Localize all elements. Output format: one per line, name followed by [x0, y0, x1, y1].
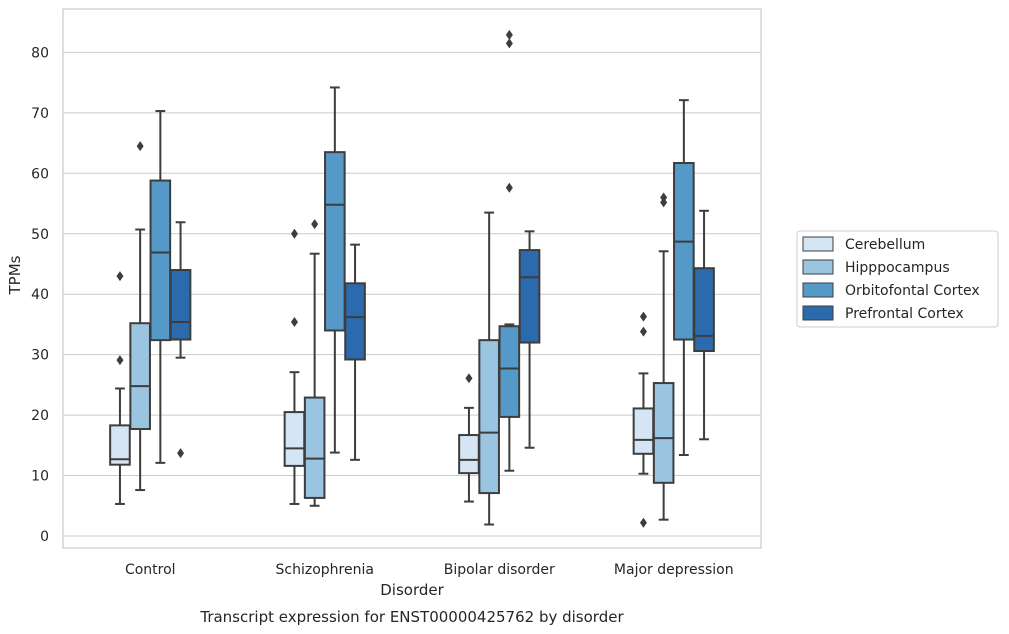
outlier-point: [290, 228, 298, 239]
box-iqr: [632, 407, 655, 455]
y-axis-title: TPMs: [6, 255, 24, 295]
outlier-point: [505, 182, 513, 193]
box-hipppocampus: [129, 141, 151, 492]
box-iqr: [169, 269, 192, 341]
box-orbitofontal-cortex: [149, 110, 172, 464]
box-iqr: [673, 162, 695, 341]
y-tick-label: 60: [31, 166, 49, 182]
x-tick-label: Control: [125, 562, 176, 578]
outlier-point: [136, 141, 144, 152]
outlier-point: [311, 219, 319, 230]
box-prefrontal-cortex: [518, 230, 541, 449]
legend-label: Cerebellum: [845, 237, 925, 253]
y-tick-label: 80: [31, 45, 49, 61]
box-prefrontal-cortex: [693, 209, 715, 441]
outlier-point: [505, 29, 513, 40]
y-tick-label: 50: [31, 227, 49, 243]
outlier-point: [639, 517, 647, 528]
box-hipppocampus: [652, 192, 675, 521]
outlier-point: [290, 317, 298, 328]
box-iqr: [498, 325, 521, 418]
x-axis-title: Disorder: [380, 581, 444, 599]
x-axis-ticks: Control Schizophrenia Bipolar disorder Majo…: [125, 562, 734, 578]
legend-swatch: [802, 305, 834, 321]
box-plot-series: [109, 29, 715, 528]
legend-label: Orbitofontal Cortex: [845, 283, 980, 299]
box-iqr: [109, 424, 131, 466]
outlier-point: [505, 38, 513, 49]
outlier-point: [639, 326, 647, 337]
legend-swatch: [802, 259, 834, 275]
y-tick-label: 70: [31, 106, 49, 122]
outlier-point: [465, 373, 473, 384]
plot-frame: [62, 8, 762, 549]
outlier-point: [116, 271, 124, 282]
box-prefrontal-cortex: [169, 221, 192, 459]
legend-frame: [796, 230, 999, 328]
legend-swatch: [802, 236, 834, 252]
outlier-point: [116, 355, 124, 366]
legend-swatch: [802, 282, 834, 298]
y-tick-label: 10: [31, 469, 49, 485]
box-iqr: [344, 282, 366, 361]
box-iqr: [324, 151, 346, 332]
legend-label: Prefrontal Cortex: [845, 306, 964, 322]
box-iqr: [129, 322, 151, 431]
legend-label: Hipppocampus: [845, 260, 950, 276]
outlier-point: [660, 192, 668, 203]
y-tick-label: 20: [31, 408, 49, 424]
x-tick-label: Major depression: [614, 562, 734, 578]
box-prefrontal-cortex: [344, 243, 366, 461]
outlier-point: [639, 311, 647, 322]
y-tick-label: 30: [31, 348, 49, 364]
outlier-point: [177, 448, 185, 459]
box-iqr: [518, 249, 541, 344]
legend: Cerebellum Hipppocampus Orbitofontal Corte…: [796, 230, 999, 328]
box-iqr: [149, 179, 172, 342]
box-iqr: [652, 382, 675, 484]
box-iqr: [283, 411, 306, 467]
box-orbitofontal-cortex: [673, 99, 695, 456]
box-cerebellum: [458, 373, 480, 503]
box-iqr: [303, 396, 326, 499]
y-tick-label: 0: [40, 529, 49, 545]
y-axis-ticks: 0 10 20 30 40 50 60 70 80: [31, 45, 49, 545]
x-tick-label: Schizophrenia: [276, 562, 374, 578]
box-orbitofontal-cortex: [498, 29, 521, 472]
x-tick-label: Bipolar disorder: [444, 562, 555, 578]
box-hipppocampus: [303, 219, 326, 507]
y-tick-label: 40: [31, 287, 49, 303]
box-iqr: [693, 267, 715, 353]
chart-caption: Transcript expression for ENST0000042576…: [199, 608, 624, 626]
box-hipppocampus: [478, 211, 500, 526]
box-cerebellum: [109, 271, 131, 505]
box-cerebellum: [283, 228, 306, 505]
box-cerebellum: [632, 311, 655, 528]
box-iqr: [458, 434, 480, 475]
box-iqr: [478, 339, 500, 495]
box-orbitofontal-cortex: [324, 86, 346, 454]
